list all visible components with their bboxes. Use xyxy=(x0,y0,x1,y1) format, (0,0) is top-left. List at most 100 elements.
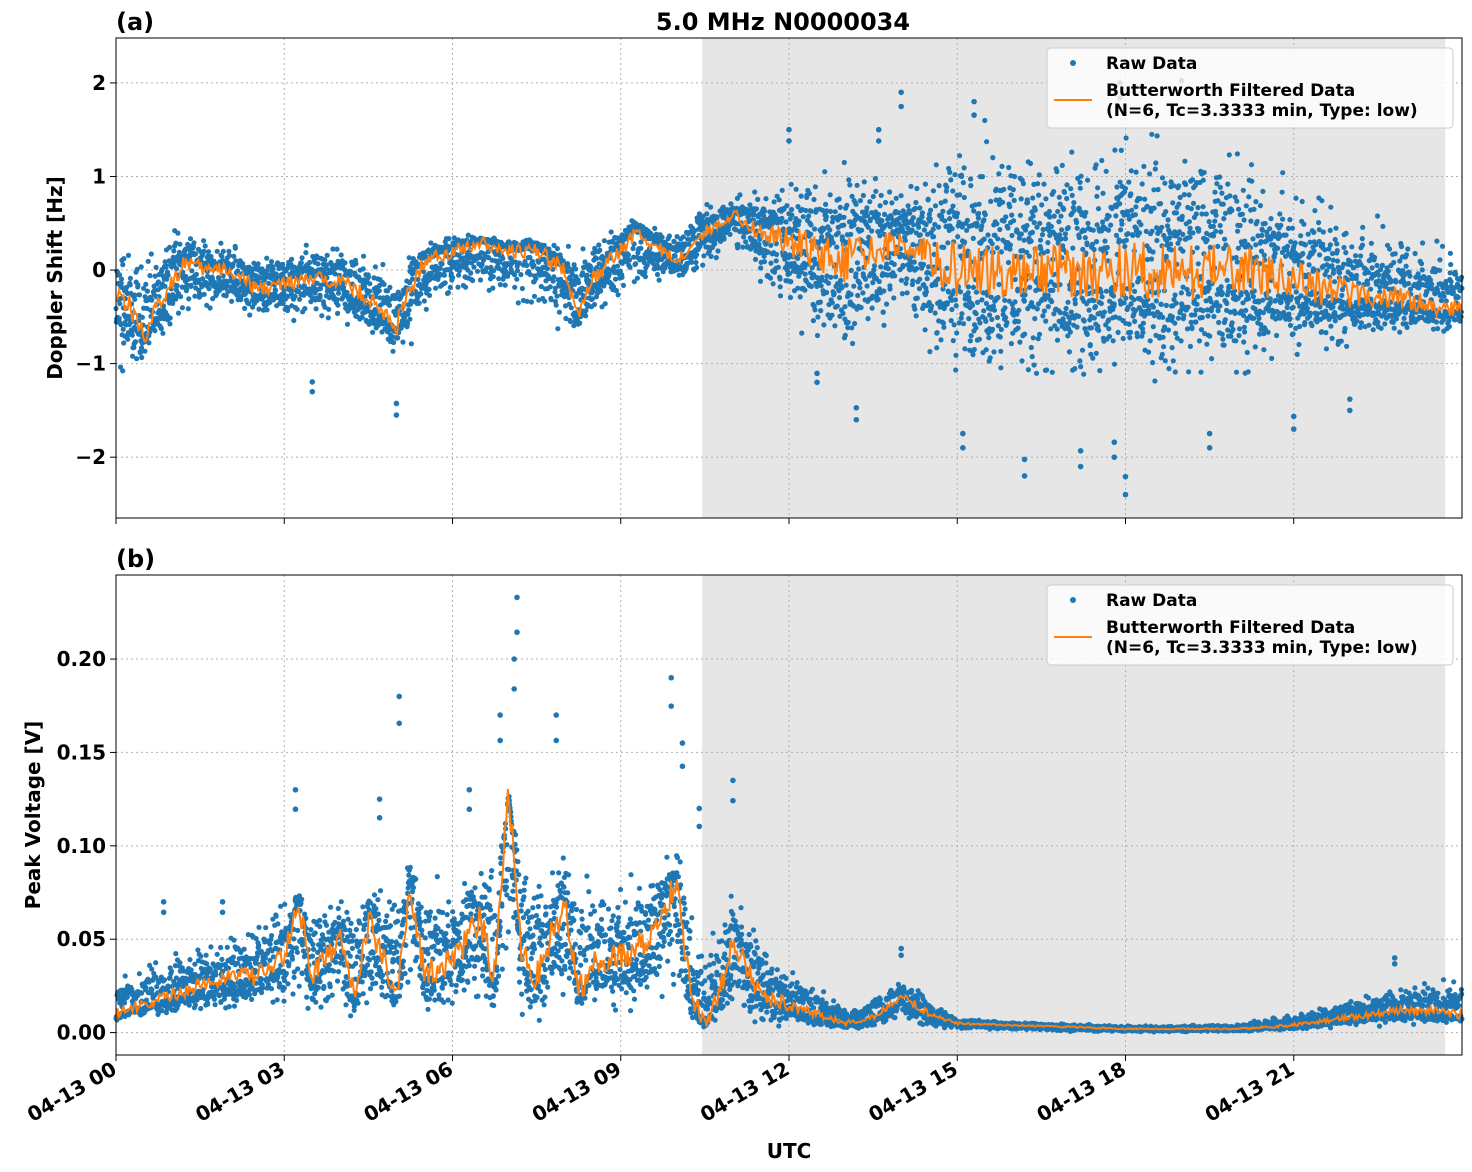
raw-data-point xyxy=(1159,351,1165,357)
raw-data-point xyxy=(959,311,965,317)
raw-data-point xyxy=(996,281,1002,288)
raw-data-point xyxy=(359,314,365,320)
raw-data-point xyxy=(1160,334,1166,340)
raw-data-point xyxy=(1000,199,1006,205)
raw-data-point xyxy=(777,284,783,290)
raw-data-point xyxy=(170,292,176,298)
raw-data-point xyxy=(130,353,136,359)
raw-data-point xyxy=(372,264,378,270)
raw-data-point xyxy=(841,214,847,220)
raw-data-point xyxy=(1239,211,1245,217)
raw-data-point xyxy=(1330,257,1336,263)
raw-data-point xyxy=(1252,344,1258,350)
raw-data-point xyxy=(947,169,953,175)
raw-data-point xyxy=(1334,241,1340,247)
raw-data-point xyxy=(1076,234,1082,241)
raw-data-point xyxy=(968,183,974,189)
raw-data-point xyxy=(620,282,627,288)
raw-data-point xyxy=(280,301,286,307)
raw-data-point xyxy=(353,261,359,267)
raw-data-point xyxy=(334,246,340,252)
raw-data-point xyxy=(1170,358,1176,364)
raw-data-point xyxy=(875,296,881,302)
raw-data-point xyxy=(1228,333,1234,339)
raw-data-point xyxy=(1063,305,1069,311)
raw-data-point xyxy=(1064,195,1070,202)
raw-data-point xyxy=(817,299,824,305)
raw-data-point xyxy=(1161,344,1167,350)
raw-data-point xyxy=(878,192,884,198)
raw-data-point xyxy=(1028,344,1034,351)
raw-data-point xyxy=(1177,236,1183,242)
raw-data-point xyxy=(1050,287,1056,293)
raw-data-point xyxy=(553,302,559,308)
raw-data-point xyxy=(812,184,819,190)
raw-data-point xyxy=(860,290,866,296)
raw-data-point xyxy=(927,216,933,222)
raw-data-point xyxy=(1235,228,1241,234)
raw-data-point xyxy=(1132,288,1138,294)
raw-data-point xyxy=(1243,307,1249,313)
raw-data-point xyxy=(857,285,863,291)
raw-data-point xyxy=(1315,311,1321,317)
raw-data-point xyxy=(1299,198,1305,205)
raw-data-point xyxy=(1074,219,1080,226)
raw-data-point xyxy=(497,259,503,265)
raw-data-point xyxy=(987,355,993,361)
raw-data-point xyxy=(1248,218,1254,224)
raw-data-point xyxy=(653,231,660,237)
raw-data-point xyxy=(1186,192,1192,198)
raw-data-point xyxy=(1118,227,1124,233)
raw-data-point xyxy=(1200,177,1206,183)
raw-data-point xyxy=(1061,206,1067,212)
raw-data-point xyxy=(187,236,194,242)
raw-data-point xyxy=(1005,259,1012,266)
raw-data-point xyxy=(815,314,821,320)
raw-data-point xyxy=(1154,133,1160,139)
raw-data-point xyxy=(1236,206,1242,212)
raw-data-point xyxy=(1179,213,1185,219)
raw-data-point xyxy=(450,275,456,281)
raw-data-point xyxy=(1069,149,1075,155)
raw-data-point xyxy=(220,248,226,254)
raw-data-point xyxy=(671,238,677,244)
raw-data-point xyxy=(324,252,330,258)
raw-data-point xyxy=(141,285,147,291)
raw-data-point xyxy=(1293,195,1299,201)
raw-data-point xyxy=(428,270,434,276)
raw-data-point xyxy=(347,272,353,278)
raw-data-point xyxy=(1140,320,1146,326)
raw-data-point xyxy=(935,224,942,230)
raw-data-point xyxy=(1251,315,1257,321)
raw-data-point xyxy=(1051,213,1057,219)
raw-data-point xyxy=(1359,242,1366,248)
raw-data-point xyxy=(857,280,863,286)
raw-data-point xyxy=(752,189,758,195)
raw-data-point xyxy=(1304,305,1310,311)
raw-data-point xyxy=(1163,253,1169,259)
raw-data-point xyxy=(1068,186,1074,192)
raw-data-point xyxy=(599,304,605,310)
raw-data-point xyxy=(1036,331,1043,337)
raw-data-point xyxy=(441,272,447,278)
raw-data-point xyxy=(1220,201,1226,207)
raw-data-point xyxy=(1319,198,1325,204)
raw-data-point xyxy=(1094,193,1100,199)
raw-data-point xyxy=(1021,237,1027,243)
raw-data-point xyxy=(326,306,332,312)
raw-data-point xyxy=(1001,186,1007,192)
raw-data-point xyxy=(1236,332,1242,339)
raw-data-point xyxy=(903,280,909,286)
raw-data-point xyxy=(500,255,506,261)
raw-data-point xyxy=(777,293,784,299)
raw-data-point xyxy=(853,271,859,277)
raw-data-point xyxy=(202,243,208,249)
raw-data-point xyxy=(1054,326,1060,332)
raw-data-point xyxy=(563,315,569,322)
raw-data-point xyxy=(605,266,611,272)
raw-data-point xyxy=(1066,320,1072,326)
raw-data-point xyxy=(189,268,195,274)
raw-data-point xyxy=(1159,224,1165,230)
raw-data-point xyxy=(264,268,270,274)
raw-data-point xyxy=(1004,320,1010,326)
